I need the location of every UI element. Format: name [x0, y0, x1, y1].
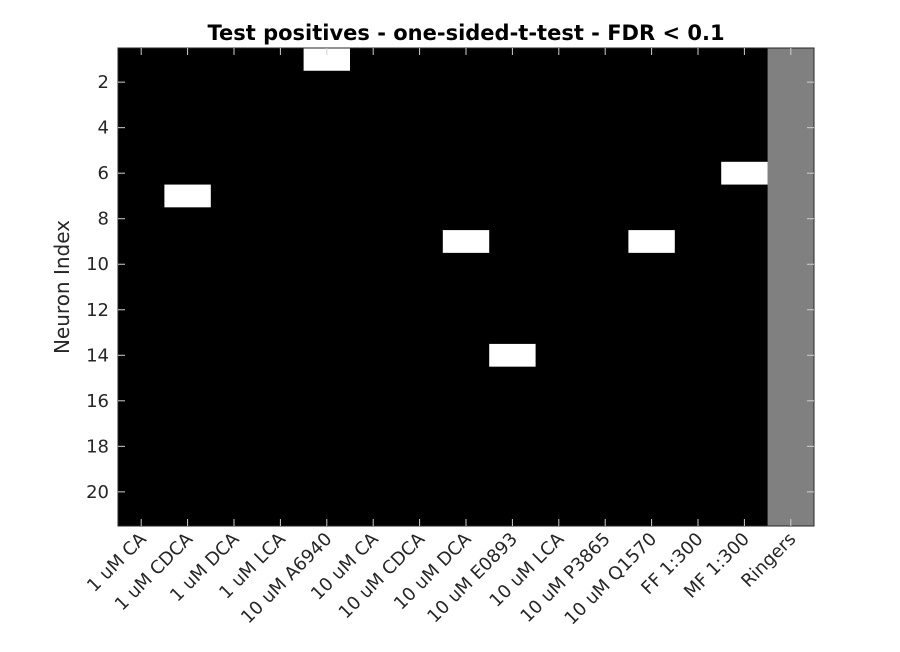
y-tick-label: 6 — [98, 163, 109, 184]
y-tick-label: 20 — [86, 482, 109, 503]
y-axis-label: Neuron Index — [50, 220, 74, 354]
y-axis: 2 4 6 8 10 12 14 16 18 20 — [86, 72, 814, 503]
positive-cell — [628, 230, 675, 253]
positive-cell — [442, 230, 490, 253]
positive-cell — [303, 48, 350, 71]
y-tick-label: 14 — [86, 345, 109, 366]
positive-cell — [721, 161, 768, 185]
masked-column — [767, 48, 814, 526]
y-tick-label: 2 — [98, 72, 109, 93]
y-tick-label: 8 — [98, 209, 109, 230]
positive-cell — [164, 184, 211, 208]
heatmap-cells — [118, 48, 814, 526]
y-tick-label: 16 — [86, 391, 109, 412]
chart-title: Test positives - one-sided-t-test - FDR … — [207, 21, 724, 45]
heatmap-background — [118, 48, 814, 526]
y-tick-label: 4 — [98, 118, 109, 139]
positive-cell — [489, 343, 536, 367]
y-tick-label: 12 — [86, 300, 109, 321]
y-tick-label: 10 — [86, 254, 109, 275]
y-tick-label: 18 — [86, 436, 109, 457]
